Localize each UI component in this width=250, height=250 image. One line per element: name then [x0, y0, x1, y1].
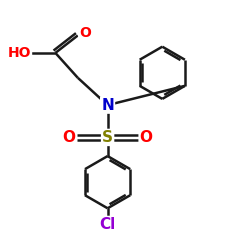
- Text: Cl: Cl: [100, 217, 116, 232]
- Text: O: O: [140, 130, 153, 145]
- Text: N: N: [101, 98, 114, 112]
- Text: S: S: [102, 130, 113, 145]
- Text: O: O: [62, 130, 76, 145]
- Text: O: O: [79, 26, 91, 40]
- Text: HO: HO: [8, 46, 31, 60]
